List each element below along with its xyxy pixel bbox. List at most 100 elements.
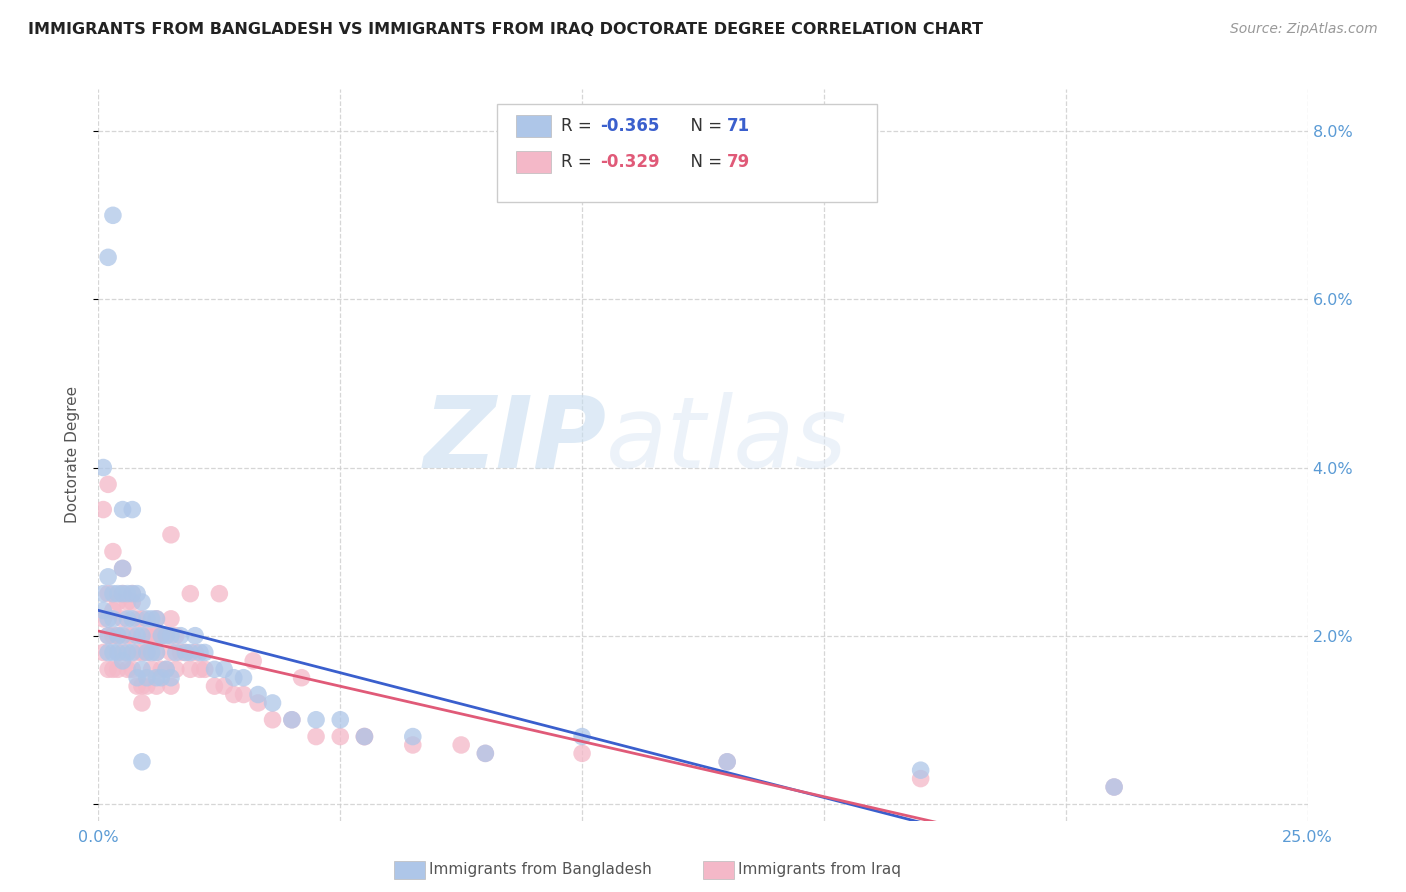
Point xyxy=(131,679,153,693)
Point xyxy=(127,645,149,659)
Point xyxy=(188,662,211,676)
Point xyxy=(150,671,173,685)
Point xyxy=(101,662,124,676)
Point xyxy=(305,730,328,744)
Point xyxy=(145,679,167,693)
Point xyxy=(184,629,207,643)
Point xyxy=(101,645,124,659)
Point xyxy=(165,645,187,659)
Point xyxy=(111,561,134,575)
Point xyxy=(281,713,304,727)
Point xyxy=(247,688,270,702)
Text: R =: R = xyxy=(561,153,596,170)
Point xyxy=(262,713,284,727)
Point xyxy=(212,662,235,676)
Point xyxy=(121,629,143,643)
Point xyxy=(145,612,167,626)
Point xyxy=(131,696,153,710)
Text: IMMIGRANTS FROM BANGLADESH VS IMMIGRANTS FROM IRAQ DOCTORATE DEGREE CORRELATION : IMMIGRANTS FROM BANGLADESH VS IMMIGRANTS… xyxy=(28,22,983,37)
Point xyxy=(145,612,167,626)
Point xyxy=(127,629,149,643)
Point xyxy=(184,645,207,659)
Point xyxy=(117,662,139,676)
Point xyxy=(169,629,191,643)
Text: -0.365: -0.365 xyxy=(600,117,659,135)
Point xyxy=(150,662,173,676)
Text: Source: ZipAtlas.com: Source: ZipAtlas.com xyxy=(1230,22,1378,37)
Point xyxy=(127,612,149,626)
Point xyxy=(107,629,129,643)
Point xyxy=(160,645,183,659)
Point xyxy=(111,587,134,601)
Point xyxy=(160,679,183,693)
Point xyxy=(169,645,191,659)
Point xyxy=(150,629,173,643)
Point xyxy=(121,587,143,601)
Point xyxy=(474,747,496,761)
Point xyxy=(155,629,177,643)
Point xyxy=(135,629,157,643)
Point xyxy=(204,679,226,693)
Point xyxy=(97,662,120,676)
Point xyxy=(131,662,153,676)
Point xyxy=(117,645,139,659)
Point xyxy=(131,629,153,643)
Point xyxy=(97,477,120,491)
Point xyxy=(91,460,114,475)
Point xyxy=(91,612,114,626)
Point xyxy=(111,502,134,516)
Point xyxy=(155,662,177,676)
Point xyxy=(121,587,143,601)
Point xyxy=(101,544,124,558)
Point xyxy=(474,747,496,761)
Point xyxy=(402,730,425,744)
Point xyxy=(194,662,217,676)
Point xyxy=(101,629,124,643)
Point xyxy=(117,587,139,601)
Point xyxy=(111,561,134,575)
Point xyxy=(131,612,153,626)
Point xyxy=(353,730,375,744)
Point xyxy=(305,713,328,727)
Point xyxy=(101,587,124,601)
Text: atlas: atlas xyxy=(606,392,848,489)
Point xyxy=(111,587,134,601)
Point xyxy=(117,629,139,643)
Point xyxy=(1102,780,1125,794)
Text: -0.329: -0.329 xyxy=(600,153,659,170)
Point xyxy=(121,645,143,659)
Point xyxy=(97,587,120,601)
Point xyxy=(121,595,143,609)
Point xyxy=(111,629,134,643)
Point xyxy=(131,755,153,769)
Point xyxy=(160,528,183,542)
Point xyxy=(121,662,143,676)
Point xyxy=(117,595,139,609)
Point xyxy=(247,696,270,710)
Point xyxy=(353,730,375,744)
Point xyxy=(450,738,472,752)
Point xyxy=(135,645,157,659)
Point xyxy=(281,713,304,727)
Point xyxy=(145,645,167,659)
Point xyxy=(131,645,153,659)
Point xyxy=(135,671,157,685)
Point xyxy=(97,612,120,626)
Point xyxy=(222,671,245,685)
Point xyxy=(91,502,114,516)
Point xyxy=(242,654,264,668)
Point xyxy=(141,662,163,676)
Point xyxy=(910,763,932,777)
Point xyxy=(290,671,312,685)
Point xyxy=(716,755,738,769)
Text: 71: 71 xyxy=(727,117,749,135)
Point xyxy=(141,612,163,626)
Point xyxy=(329,713,352,727)
Point xyxy=(179,645,201,659)
Point xyxy=(194,645,217,659)
Point xyxy=(97,645,120,659)
Point xyxy=(329,730,352,744)
Point xyxy=(179,587,201,601)
Point xyxy=(127,587,149,601)
Point xyxy=(107,662,129,676)
